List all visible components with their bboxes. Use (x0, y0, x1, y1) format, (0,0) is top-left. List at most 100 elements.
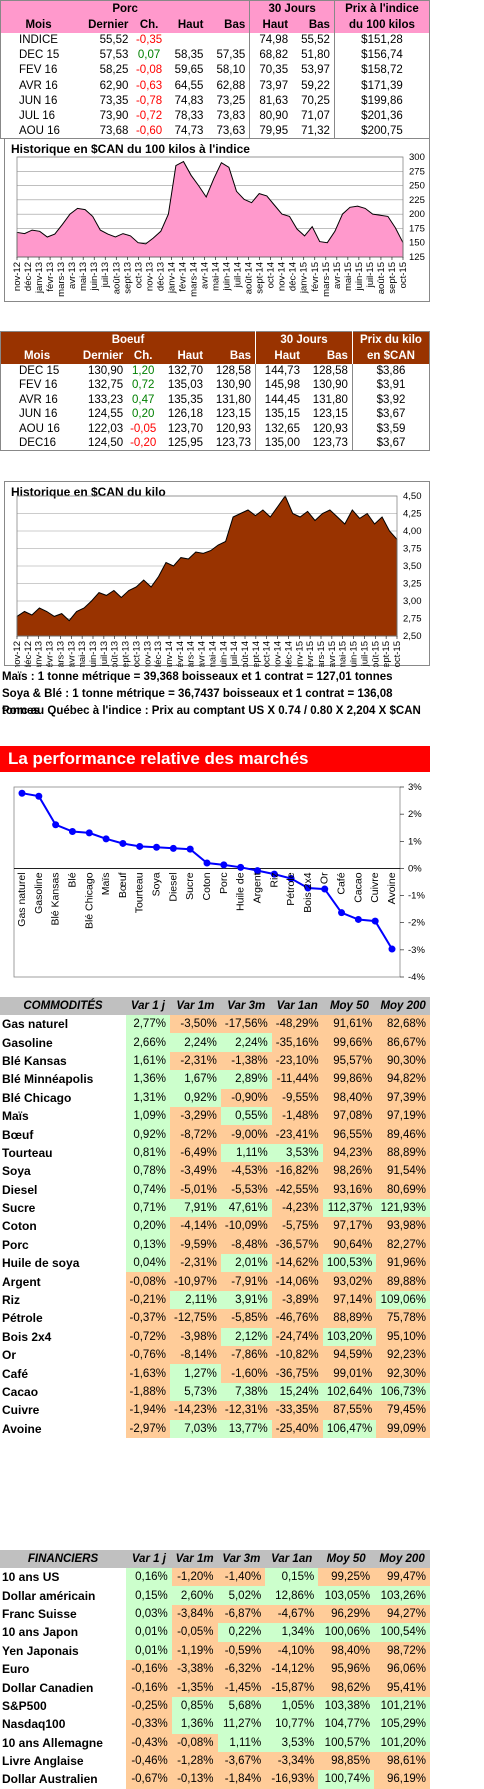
boeuf-cell-h30: 135,15 (264, 408, 300, 421)
financiers-col-header: Var 1m (171, 1550, 218, 1568)
boeuf-cell-m: DEC16 (19, 437, 57, 449)
porc-prix-header: Prix à l'indice (334, 0, 430, 17)
data-point (287, 874, 295, 882)
boeuf-row: AOU 16 122,03 -0,05 123,70 120,93 132,65 120,9… (1, 421, 430, 436)
financiers-row: S&P500 -0,25% 0,85% 5,68% 1,05% 103,38% 101,21… (0, 1696, 430, 1716)
value-cell: 1,36% (126, 1070, 170, 1089)
x-tick-label: Argent (251, 872, 263, 903)
value-cell: -2,97% (126, 1419, 170, 1438)
data-point (85, 829, 93, 837)
instrument-name: 10 ans US (2, 1570, 60, 1585)
porc-cell-ch: -0,72 (135, 110, 163, 123)
porc-cell-lo: 62,88 (207, 78, 251, 94)
y-tick-label: 4,25 (403, 509, 422, 520)
instrument-name: Dollar Canadien (2, 1680, 94, 1695)
value-cell: 95,10% (376, 1327, 430, 1347)
x-tick-label: août-13 (111, 262, 122, 294)
value-cell: -24,74% (271, 1327, 323, 1347)
plot-frame (13, 786, 401, 978)
porc-cell-p: $201,36 (361, 110, 403, 123)
value-cell: 93,16% (322, 1180, 377, 1199)
boeuf-cell-hi: 135,35 (167, 393, 204, 406)
commodities-row: Or -0,76% -8,14% -7,86% -10,82% 94,59% 92,23% (0, 1346, 430, 1365)
value-cell: 0,55% (220, 1106, 272, 1126)
commodities-table: COMMODITÉS Var 1 j Var 1m Var 3m Var 1an Moy … (0, 997, 430, 1438)
value-cell: -3,34% (265, 1751, 319, 1771)
y-tick-label: -2% (408, 918, 425, 929)
boeuf-col-header: Bas (303, 347, 353, 364)
value-cell: -16,82% (271, 1162, 323, 1181)
value-cell: 80,69% (376, 1180, 430, 1199)
value-cell: 95,57% (322, 1051, 377, 1071)
x-tick-label: Riz (268, 872, 280, 887)
conversion-notes: Maïs : 1 tonne métrique = 39,368 boissea… (0, 669, 430, 720)
porc-cell-lo (207, 32, 251, 48)
value-cell: -9,59% (169, 1235, 221, 1255)
value-cell: 1,05% (265, 1696, 319, 1716)
instrument-name: Avoine (2, 1421, 42, 1436)
performance-chart: -4% -3% -2% -1% 0% 1% 2% 3% Gas naturel Gasoline B… (0, 775, 430, 985)
value-cell: -0,37% (126, 1309, 170, 1328)
boeuf-cell-d: 122,03 (87, 422, 124, 435)
value-cell: -8,72% (169, 1125, 221, 1144)
boeuf-row: DEC16 124,50 -0,20 125,95 123,73 135,00 123,73… (1, 436, 430, 451)
porc-title: Porc (0, 0, 251, 17)
x-tick-label: mai-13 (77, 641, 88, 667)
y-tick-label: 175 (409, 223, 425, 234)
data-point (35, 792, 43, 800)
boeuf-cell-l30: 131,80 (303, 392, 353, 407)
value-cell: 106,47% (322, 1419, 377, 1438)
value-cell: 91,61% (322, 1015, 377, 1034)
x-tick-label: janv-14 (166, 262, 177, 294)
x-tick-label: oct-13 (133, 262, 144, 288)
porc-cell-d: 57,53 (99, 49, 129, 62)
porc-cell-d: 62,90 (99, 79, 129, 92)
value-cell: 75,78% (376, 1309, 430, 1328)
boeuf-cell-ch: -0,05 (130, 422, 157, 435)
value-cell: 10,77% (265, 1715, 319, 1734)
commodities-row: Cuivre -1,94% -14,23% -12,31% -33,35% 87,55% 7… (0, 1401, 430, 1420)
value-cell: -1,84% (217, 1770, 266, 1789)
value-cell: 2,77% (126, 1015, 170, 1034)
value-cell: 11,27% (217, 1715, 266, 1734)
x-tick-label: sept-13 (121, 641, 132, 667)
x-tick-label: sept-14 (255, 262, 266, 294)
x-tick-label: mai-14 (207, 641, 218, 667)
boeuf-cell-l30: 120,93 (303, 421, 353, 436)
x-tick-label: janv-14 (164, 641, 175, 667)
commodities-row: Tourteau 0,81% -6,49% 1,11% 3,53% 94,23% 88,89… (0, 1143, 430, 1163)
porc-table: Porc 30 Jours Prix à l'indice Mois Dernie… (0, 0, 430, 140)
x-tick-label: juin-13 (89, 262, 100, 292)
instrument-name: Blé Minnéapolis (2, 1072, 94, 1087)
data-point (52, 821, 60, 829)
boeuf-cell-h30: 145,98 (264, 379, 300, 392)
boeuf-cell-lo: 123,15 (207, 407, 257, 422)
value-cell: -1,63% (126, 1364, 170, 1383)
porc-cell-d: 73,90 (99, 110, 129, 123)
value-cell: 98,61% (374, 1751, 430, 1771)
porc-cell-m: FEV 16 (19, 64, 58, 77)
x-tick-label: Gasoline (33, 872, 45, 914)
value-cell: -0,59% (217, 1641, 266, 1660)
value-cell: 93,98% (376, 1217, 430, 1236)
instrument-name: Pétrole (2, 1311, 43, 1326)
value-cell: -2,31% (169, 1051, 221, 1071)
value-cell: 0,22% (217, 1623, 266, 1642)
boeuf-cell-hi: 125,95 (167, 437, 204, 449)
value-cell: -14,12% (265, 1659, 319, 1679)
porc-col-header: Haut (165, 16, 208, 33)
commodities-row: Riz -0,21% 2,11% 3,91% -3,89% 97,14% 109,06% (0, 1290, 430, 1310)
value-cell: -0,90% (220, 1088, 272, 1107)
boeuf-col-header: Haut (255, 347, 304, 364)
boeuf-cell-h30: 135,00 (264, 437, 300, 449)
boeuf-col-header: Mois (0, 347, 74, 364)
boeuf-cell-m: DEC 15 (19, 364, 60, 377)
value-cell: 0,78% (126, 1162, 170, 1181)
instrument-name: Dollar américain (2, 1588, 96, 1603)
y-tick-label: 1% (408, 836, 422, 847)
value-cell: -23,10% (271, 1051, 323, 1071)
porc-cell-ch: -0,63 (135, 79, 163, 92)
commodities-row: Coton 0,20% -4,14% -10,09% -5,75% 97,17% 93,98… (0, 1217, 430, 1236)
instrument-name: Yen Japonais (2, 1643, 79, 1658)
x-tick-label: Huile de (235, 872, 247, 911)
